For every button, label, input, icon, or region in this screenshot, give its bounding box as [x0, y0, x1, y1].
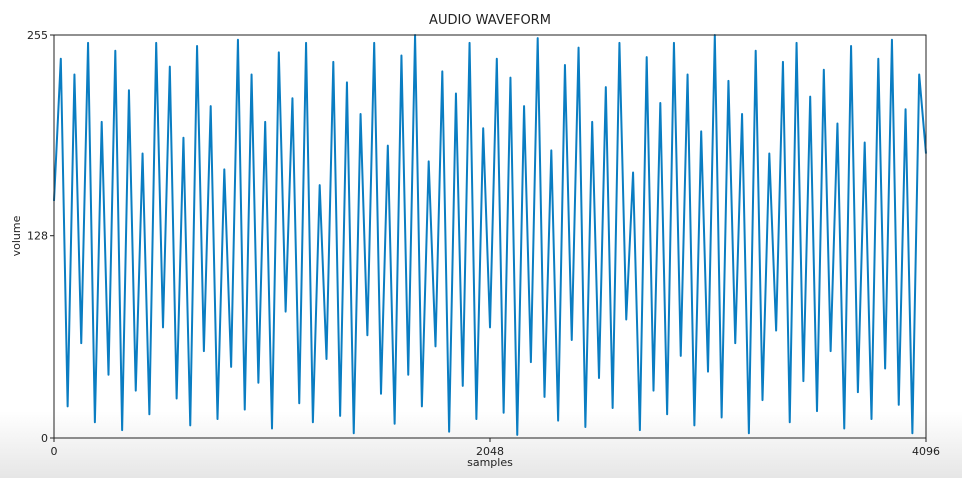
y-tick-label: 128: [27, 230, 48, 243]
x-tick-label: 0: [51, 445, 58, 458]
waveform-line: [53, 34, 927, 436]
y-tick-label: 0: [41, 432, 48, 445]
x-axis-label: samples: [467, 456, 513, 469]
x-tick-label: 2048: [476, 445, 504, 458]
chart-title: AUDIO WAVEFORM: [429, 13, 551, 28]
y-axis-label: volume: [10, 215, 23, 256]
y-tick-label: 255: [27, 29, 48, 42]
x-tick-label: 4096: [912, 445, 940, 458]
plot-frame: [53, 34, 927, 439]
